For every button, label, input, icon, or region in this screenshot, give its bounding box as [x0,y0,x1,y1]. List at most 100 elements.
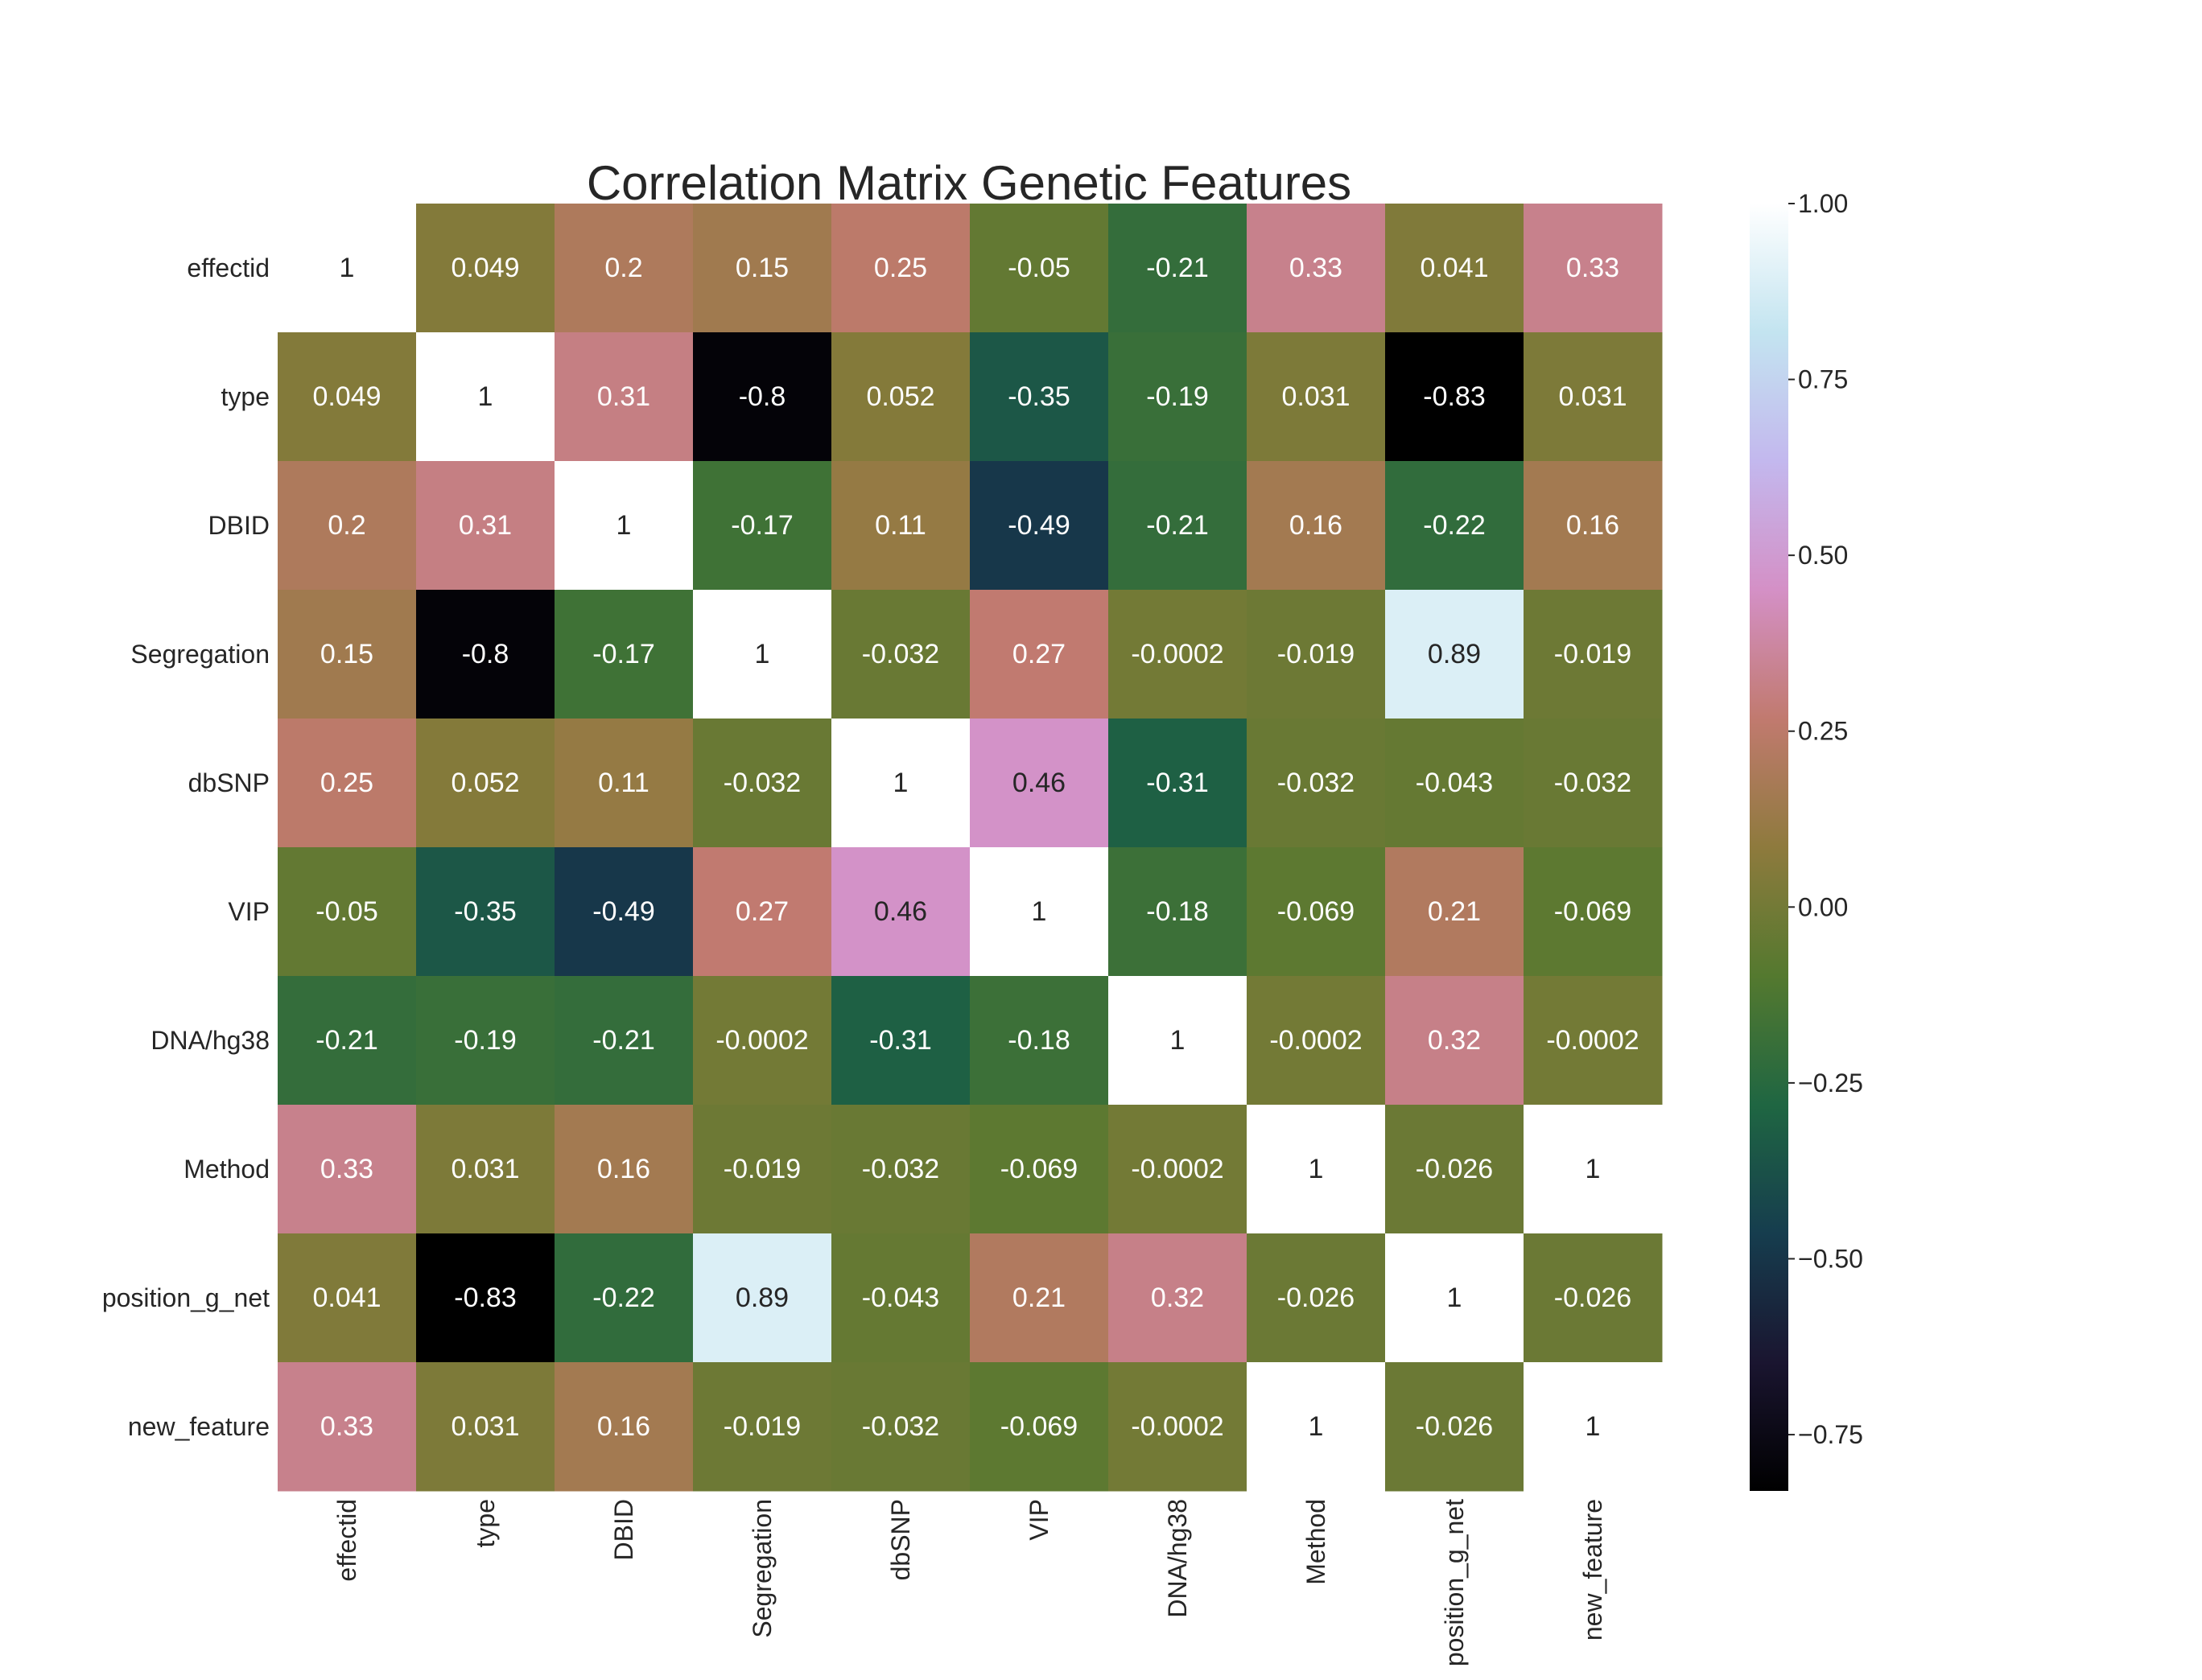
cell-value-label: 0.21 [1012,1283,1066,1313]
heatmap-cell [693,1233,832,1363]
cell-value-label: 1 [1032,896,1047,927]
column-tick-label: Method [1301,1499,1330,1585]
cell-value-label: 0.2 [604,253,642,283]
cell-value-label: 0.32 [1151,1283,1204,1313]
cell-value-label: -0.032 [1554,768,1631,798]
heatmap-cell [1108,976,1247,1106]
heatmap-cell [555,1362,694,1492]
cell-value-label: -0.069 [1000,1411,1078,1442]
cell-value-label: 0.049 [312,381,381,412]
heatmap-cell [555,204,694,333]
heatmap-cell [970,719,1109,848]
colorbar-tick-label: −0.75 [1798,1420,1863,1449]
cell-value-label: 0.33 [320,1411,373,1442]
heatmap-cell [555,976,694,1106]
cell-value-label: -0.0002 [1131,1411,1223,1442]
cell-value-label: -0.0002 [1269,1025,1362,1056]
cell-value-label: 0.15 [736,253,789,283]
cell-value-label: -0.019 [1277,639,1355,669]
colorbar-gradient [1750,204,1788,1491]
heatmap-cell [416,719,555,848]
cell-value-label: -0.21 [1146,510,1209,541]
heatmap-cell [555,719,694,848]
heatmap-cell [1108,204,1247,333]
cell-value-label: -0.0002 [1131,639,1223,669]
heatmap-cell [1247,976,1386,1106]
heatmap-cell [1385,976,1524,1106]
column-tick-label: dbSNP [886,1499,915,1580]
heatmap-cell [416,332,555,462]
row-tick-label: effectid [187,253,270,282]
colorbar-tick-label: −0.25 [1798,1069,1863,1097]
cell-value-label: -0.22 [592,1283,655,1313]
cell-value-label: 0.16 [1566,510,1619,541]
heatmap-cell [970,590,1109,719]
cell-value-label: -0.17 [592,639,655,669]
cell-value-label: -0.49 [1008,510,1070,541]
heatmap-cell [831,1362,971,1492]
cell-value-label: 1 [755,639,770,669]
cell-value-label: -0.31 [869,1025,932,1056]
heatmap-cell [1108,590,1247,719]
cell-value-label: -0.83 [454,1283,517,1313]
row-tick-label: VIP [228,897,270,926]
heatmap-cell [693,332,832,462]
heatmap-cell [1247,590,1386,719]
cell-value-label: -0.22 [1423,510,1486,541]
heatmap-cell [1524,847,1663,977]
heatmap-cell [831,461,971,591]
cell-value-label: 0.049 [451,253,519,283]
cell-value-label: 0.16 [1289,510,1342,541]
cell-value-label: -0.17 [731,510,794,541]
cell-value-label: 0.052 [866,381,934,412]
row-tick-label: dbSNP [188,768,270,797]
heatmap-cell [416,847,555,977]
column-tick-label: Segregation [748,1499,777,1638]
colorbar-tick-label: 1.00 [1798,189,1848,218]
cell-value-label: 0.11 [598,768,649,798]
heatmap-cell [970,332,1109,462]
heatmap-cell [416,590,555,719]
heatmap-cell [1524,1233,1663,1363]
cell-value-label: 0.89 [1428,639,1481,669]
cell-value-label: -0.032 [862,1154,939,1184]
cell-value-label: -0.043 [862,1283,939,1313]
heatmap-cell [970,1233,1109,1363]
cell-value-label: -0.83 [1423,381,1486,412]
cell-value-label: -0.032 [862,1411,939,1442]
heatmap-cell [1524,590,1663,719]
column-tick-label: DNA/hg38 [1163,1499,1192,1618]
cell-value-label: 0.25 [320,768,373,798]
heatmap-cell [1108,847,1247,977]
cell-value-label: -0.49 [592,896,655,927]
cell-value-label: -0.0002 [715,1025,808,1056]
heatmap-cell [831,332,971,462]
cell-value-label: -0.032 [724,768,801,798]
heatmap-cell [693,590,832,719]
cell-value-label: -0.31 [1146,768,1209,798]
row-tick-label: position_g_net [102,1283,270,1312]
cell-value-label: 0.2 [328,510,365,541]
heatmap-cell [416,204,555,333]
heatmap-cell [1385,461,1524,591]
heatmap-cell [970,1362,1109,1492]
cell-value-label: 0.041 [1420,253,1488,283]
cell-value-label: 0.031 [1281,381,1350,412]
heatmap-cell [1524,461,1663,591]
heatmap-cell [278,1362,417,1492]
heatmap-cell [693,976,832,1106]
heatmap-cell [1247,332,1386,462]
chart-title: Correlation Matrix Genetic Features [587,156,1351,210]
heatmap-cell [831,1105,971,1234]
cell-value-label: 0.46 [1012,768,1066,798]
heatmap-cell [1524,976,1663,1106]
cell-value-label: 1 [1447,1283,1462,1313]
cell-value-label: -0.21 [1146,253,1209,283]
heatmap-cell [970,1105,1109,1234]
cell-value-label: -0.35 [1008,381,1070,412]
heatmap-cell [1385,1105,1524,1234]
row-tick-labels: effectid type DBID Segregation dbSNP VIP DNA/h… [102,253,270,1441]
cell-value-label: 1 [1586,1154,1601,1184]
heatmap-cell [278,461,417,591]
